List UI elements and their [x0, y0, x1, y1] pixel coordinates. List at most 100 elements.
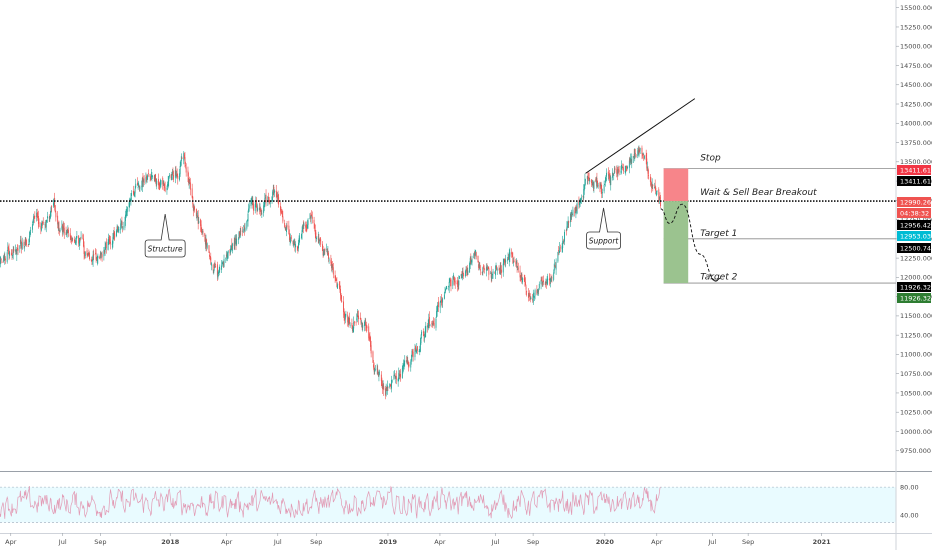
candle	[180, 153, 182, 166]
candle	[125, 210, 126, 226]
price-tag[interactable]: 11926.324	[897, 282, 932, 292]
target-zone[interactable]	[663, 201, 689, 284]
candle	[173, 170, 175, 183]
stop-zone[interactable]	[663, 168, 689, 202]
candle	[255, 197, 257, 208]
candle	[324, 247, 326, 255]
candle	[408, 362, 410, 368]
candle	[290, 235, 292, 242]
candle	[204, 234, 206, 249]
candle	[229, 249, 231, 256]
candle	[57, 222, 59, 231]
price-pane[interactable]	[0, 145, 662, 400]
candle	[356, 313, 358, 322]
candle	[606, 168, 607, 182]
candle	[248, 203, 250, 213]
candle	[347, 316, 349, 328]
candle	[225, 257, 227, 263]
candle	[448, 285, 450, 291]
candle	[69, 228, 71, 240]
candle	[76, 231, 78, 239]
candle	[183, 151, 185, 165]
candle	[496, 265, 498, 271]
candle	[63, 222, 65, 239]
candle	[280, 206, 282, 214]
candle	[114, 231, 116, 241]
candle	[507, 257, 508, 265]
candle	[59, 228, 60, 236]
price-tag-label: 13411.617	[900, 177, 932, 185]
price-tag[interactable]: 12953.036	[897, 231, 932, 241]
candle	[580, 194, 582, 205]
candle	[138, 185, 140, 192]
candle	[146, 175, 148, 183]
candle	[461, 271, 463, 278]
candle	[655, 191, 657, 197]
candle	[608, 174, 610, 181]
candle	[540, 276, 542, 290]
candle	[403, 359, 405, 372]
price-tag[interactable]: 12990.260	[897, 197, 932, 207]
candle	[448, 278, 450, 294]
candle	[87, 252, 89, 257]
price-tag[interactable]: 13411.617	[897, 165, 932, 175]
candle	[467, 267, 469, 276]
candle	[117, 225, 119, 233]
price-tag[interactable]: 11926.324	[897, 293, 932, 303]
price-tag[interactable]: 12500.747	[897, 243, 932, 253]
candle	[254, 202, 256, 214]
candle	[469, 261, 471, 273]
candle	[343, 296, 344, 318]
rsi-line	[0, 485, 661, 520]
candle	[361, 320, 362, 328]
candle	[436, 306, 438, 318]
candle	[537, 288, 538, 296]
price-tick-label: 10250.000	[900, 409, 932, 417]
candle	[179, 161, 181, 177]
candle	[370, 340, 372, 358]
candle	[373, 362, 375, 375]
price-tag[interactable]: 12956.429	[897, 220, 932, 230]
candle	[189, 178, 191, 196]
price-tick-label: 15250.000	[900, 23, 932, 31]
candle	[54, 205, 56, 213]
candle	[504, 258, 506, 267]
candle	[316, 236, 317, 242]
rising-wedge-trendline[interactable]	[585, 98, 696, 174]
candle	[550, 276, 552, 282]
candle	[269, 199, 271, 204]
callout[interactable]: Support	[586, 207, 621, 250]
time-tick-label: Jul	[491, 538, 500, 546]
price-tag[interactable]: 04:38:32	[897, 208, 931, 218]
candle	[435, 316, 437, 331]
candle	[445, 285, 447, 290]
candle	[176, 168, 178, 178]
candle	[133, 190, 135, 197]
price-tag[interactable]: 13411.617	[897, 176, 932, 186]
candle	[424, 326, 426, 338]
time-axis[interactable]: Apr Jul Sep 2018 Apr Jul Sep 2019 Apr Jul Sep 2020 A…	[0, 533, 932, 546]
price-axis[interactable]: 15500.000 15250.000 15000.000 14750.000 1450…	[895, 0, 932, 550]
candle	[214, 260, 216, 268]
candle	[496, 267, 498, 275]
candle	[534, 288, 536, 300]
callout[interactable]: Structure	[144, 213, 186, 258]
candle	[479, 264, 481, 276]
time-tick-label: Jul	[273, 538, 282, 546]
rsi-pane[interactable]	[0, 471, 932, 523]
candle	[326, 248, 328, 256]
candle	[297, 246, 299, 254]
candle	[201, 229, 203, 235]
candle	[419, 337, 421, 353]
candle	[522, 276, 523, 285]
candle	[410, 354, 412, 365]
candle	[500, 261, 502, 275]
forecast-path[interactable]	[660, 203, 717, 282]
candle	[218, 269, 220, 277]
candle	[74, 236, 75, 244]
candle	[238, 230, 240, 240]
candle	[72, 237, 74, 243]
candle	[591, 180, 593, 186]
candle	[66, 228, 68, 234]
